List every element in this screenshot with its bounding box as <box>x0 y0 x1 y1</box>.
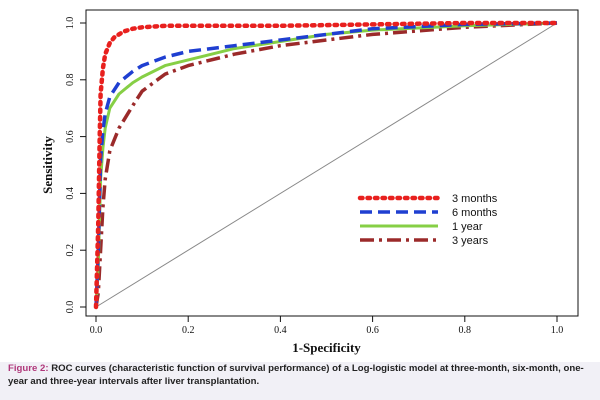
roc-chart: 0.0 0.2 0.4 0.6 0.8 1.0 0.0 0.2 0.4 0.6 0.8 1.0 1-Sp… <box>0 0 600 362</box>
series-line-3-months <box>93 20 560 310</box>
reference-diagonal <box>95 22 558 308</box>
caption-label: Figure 2: <box>8 363 49 374</box>
y-tick-label: 0.8 <box>65 74 76 87</box>
x-tick-label: 0.6 <box>366 325 379 336</box>
x-tick-label: 0.2 <box>182 325 195 336</box>
y-tick-label: 0.4 <box>65 187 76 200</box>
x-tick-label: 1.0 <box>551 325 564 336</box>
y-tick-label: 0.6 <box>65 130 76 143</box>
x-tick-label: 0.0 <box>90 325 103 336</box>
caption-text: ROC curves (characteristic function of s… <box>8 363 584 387</box>
y-axis-title: Sensitivity <box>40 136 55 194</box>
legend-label: 1 year <box>452 221 483 233</box>
y-tick-label: 0.0 <box>65 301 76 314</box>
y-tick-label: 0.2 <box>65 244 76 257</box>
series-line-3-years <box>94 21 558 308</box>
legend-label: 3 years <box>452 235 489 247</box>
x-tick-label: 0.8 <box>459 325 472 336</box>
legend-label: 3 months <box>452 193 498 205</box>
series-line-6-months <box>94 21 558 308</box>
figure-caption: Figure 2: ROC curves (characteristic fun… <box>8 362 594 388</box>
x-tick-label: 0.4 <box>274 325 287 336</box>
x-axis-title: 1-Specificity <box>292 340 361 355</box>
legend-label: 6 months <box>452 207 498 219</box>
y-tick-label: 1.0 <box>65 17 76 30</box>
